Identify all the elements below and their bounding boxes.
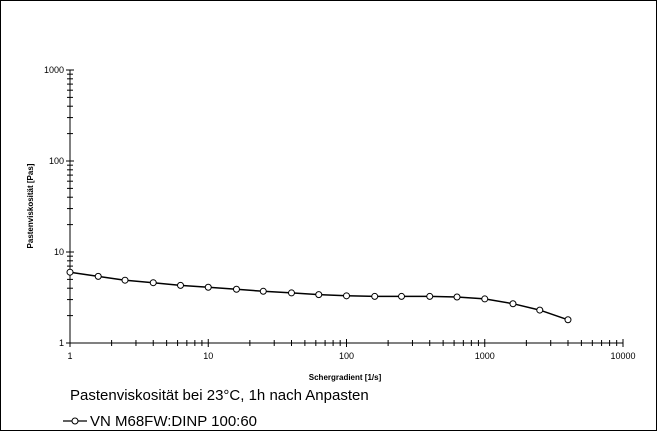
tick-labels: 1 10 100 1000 10000 1 10 100 1000 — [44, 65, 636, 361]
data-point — [426, 292, 434, 300]
y-tick-label: 10 — [54, 247, 64, 257]
data-point — [564, 316, 572, 324]
data-point — [149, 279, 157, 287]
axis-ticks — [66, 69, 624, 347]
y-tick-label: 100 — [49, 156, 64, 166]
y-axis-title: Pastenviskosität [Pas] — [26, 163, 35, 248]
x-tick-label: 10000 — [610, 351, 635, 361]
data-point — [177, 281, 185, 289]
data-point — [66, 268, 74, 276]
data-point — [315, 291, 323, 299]
data-point — [287, 289, 295, 297]
data-point — [371, 292, 379, 300]
legend: VN M68FW:DINP 100:60 — [62, 412, 257, 430]
data-point — [204, 283, 212, 291]
chart-caption: Pastenviskosität bei 23°C, 1h nach Anpas… — [70, 387, 369, 404]
data-point — [259, 287, 267, 295]
series-group — [66, 268, 572, 324]
axes — [69, 70, 623, 344]
data-point — [509, 300, 517, 308]
x-tick-label: 10 — [203, 351, 213, 361]
x-tick-label: 1000 — [475, 351, 495, 361]
data-point — [343, 292, 350, 300]
data-point — [453, 293, 461, 301]
legend-swatch — [63, 417, 87, 425]
data-point — [121, 276, 129, 284]
data-point — [94, 272, 102, 280]
x-axis-title: Schergradient [1/s] — [309, 373, 382, 382]
x-tick-label: 1 — [67, 351, 72, 361]
legend-label: VN M68FW:DINP 100:60 — [90, 412, 258, 430]
data-point — [398, 292, 406, 300]
data-point — [232, 285, 240, 293]
x-tick-label: 100 — [339, 351, 354, 361]
data-point — [536, 306, 544, 314]
y-tick-label: 1000 — [44, 65, 64, 75]
data-point — [481, 295, 489, 303]
y-tick-label: 1 — [59, 338, 64, 348]
